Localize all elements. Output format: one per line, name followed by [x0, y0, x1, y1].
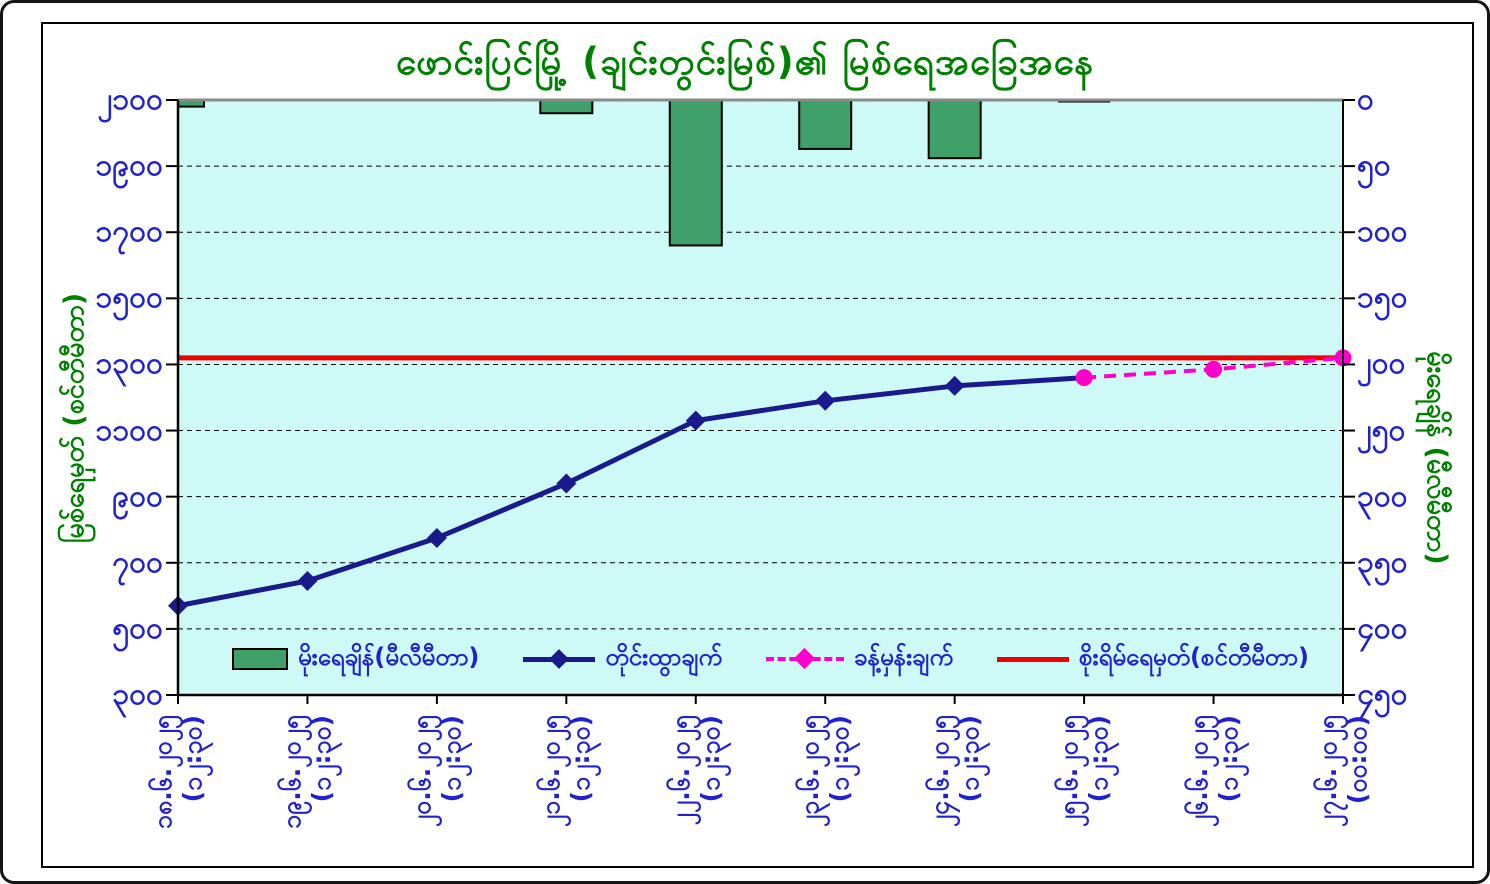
chart-title: ဖောင်းပြင်မြို့ (ချင်းတွင်းမြစ်)၏ မြစ်ရေ…	[396, 40, 1094, 83]
legend-label-rainfall: မိုးရေချိန်(မီလီမီတာ)	[297, 643, 480, 671]
right-axis-tick-label: ၅၀	[1357, 148, 1391, 184]
legend-item-danger-level: စိုးရိမ်ရေမှတ်(စင်တီမီတာ)	[996, 641, 1310, 677]
x-axis-label: ၂၄.၆.၂၀၂၅ (၁၂:၃၀)	[925, 715, 985, 865]
left-axis-tick-label: ၁၃၀၀	[95, 346, 164, 382]
x-axis-label-time: (၁၂:၃၀)	[307, 715, 337, 803]
rainfall-bar	[798, 100, 853, 150]
rainfall-bar	[539, 100, 594, 115]
right-axis-tick-label: ၂၀၀	[1357, 346, 1406, 382]
x-axis-label-date: ၂၃.၆.၂၀၂၅	[795, 715, 825, 828]
measured-marker	[944, 375, 965, 396]
forecast-marker	[1205, 360, 1223, 378]
left-axis-tick-label: ၁၉၀၀	[95, 148, 164, 184]
x-axis-label-date: ၂၄.၆.၂၀၂၅	[924, 715, 954, 828]
left-axis-tick-label: ၅၀၀	[112, 610, 163, 646]
x-axis-label-date: ၂၁.၆.၂၀၂၅	[536, 715, 566, 828]
legend: မိုးရေချိန်(မီလီမီတာ) တိုင်းထွာချက် ခန့်…	[203, 637, 1338, 681]
x-axis-label: ၂၆.၆.၂၀၂၅ (၁၂:၃၀)	[1184, 715, 1244, 865]
right-axis-title: မိုးရေချိန် (မီလီမီတာ)	[1421, 351, 1452, 565]
legend-label-forecast: ခန့်မှန်းချက်	[854, 643, 953, 671]
measured-line-swatch	[523, 648, 596, 669]
x-axis-label-date: ၂၅.၆.၂၀၂၅	[1054, 715, 1084, 828]
diamond-marker-icon	[549, 648, 570, 669]
measured-marker	[426, 527, 447, 548]
right-axis-tick-label: ၁၀၀	[1357, 214, 1408, 250]
x-axis-label: ၂၀.၆.၂၀၂၅ (၁၂:၃၀)	[407, 715, 467, 865]
right-axis-tick-label: ၂၅၀	[1357, 412, 1406, 448]
x-axis-label-time: (၀၀:၀၀)	[1343, 715, 1372, 805]
x-axis-label-time: (၁၂:၃၀)	[1213, 715, 1243, 803]
right-axis-tick-label: ၀	[1357, 82, 1374, 117]
legend-label-measured: တိုင်းထွာချက်	[605, 643, 723, 671]
x-axis-label-date: ၂၂.၆.၂၀၂၅	[665, 715, 695, 826]
x-axis-label-date: ၁၉.၆.၂၀၂၅	[277, 715, 307, 829]
measured-line	[177, 375, 1085, 609]
x-axis-label-date: ၂၆.၆.၂၀၂၅	[1183, 715, 1213, 828]
left-axis-tick-label: ၁၁၀၀	[95, 412, 164, 448]
diamond-marker-icon	[793, 647, 816, 670]
forecast-marker	[1075, 369, 1093, 387]
forecast-dash-swatch	[766, 647, 845, 670]
x-axis-label-date: ၂၀.၆.၂၀၂၅	[406, 715, 436, 828]
x-axis-label-time: (၁၂:၃၀)	[825, 715, 855, 803]
legend-item-measured: တိုင်းထွာချက်	[523, 641, 722, 677]
x-axis-label: ၂၃.၆.၂၀၂၅ (၁၂:၃၀)	[795, 715, 855, 865]
left-axis-title: မြစ်ရေမှတ် (စင်တီမီတာ)	[59, 292, 90, 544]
plot-area	[166, 98, 1355, 704]
legend-item-rainfall: မိုးရေချိန်(မီလီမီတာ)	[231, 641, 480, 677]
chart-outer-border	[41, 22, 1474, 868]
x-axis-label-time: (၁၂:၃၀)	[1084, 715, 1114, 803]
rainfall-bar	[927, 100, 982, 160]
plot-background	[178, 100, 1343, 695]
measured-marker	[815, 390, 836, 411]
measured-marker	[685, 410, 706, 431]
x-axis-label-time: (၁၂:၃၀)	[695, 715, 725, 803]
legend-item-forecast: ခန့်မှန်းချက်	[766, 641, 953, 677]
right-axis-tick-label: ၃၀၀	[1357, 478, 1408, 514]
x-axis-label: ၁၉.၆.၂၀၂၅ (၁၂:၃၀)	[277, 715, 337, 865]
x-axis-label-date: ၂၇.၆.၂၀၂၅	[1313, 715, 1342, 828]
x-axis-label: ၁၈.၆.၂၀၂၅ (၁၂:၃၀)	[148, 715, 208, 865]
right-axis-tick-label: ၄၅၀	[1357, 677, 1408, 712]
x-axis-label: ၂၅.၆.၂၀၂၅ (၁၂:၃၀)	[1054, 715, 1114, 865]
measured-marker	[556, 473, 577, 494]
rainfall-bar	[178, 100, 205, 108]
x-axis-label-time: (၁၂:၃၀)	[178, 715, 207, 803]
measured-marker	[297, 570, 318, 591]
x-axis-label: ၂၂.၆.၂၀၂၅ (၁၂:၃၀)	[666, 715, 726, 865]
left-axis-tick-label: ၁၅၀၀	[95, 280, 164, 316]
x-axis-label-time: (၁၂:၃၀)	[566, 715, 596, 803]
x-axis-label-time: (၁၂:၃၀)	[436, 715, 466, 803]
x-axis-label-time: (၁၂:၃၀)	[954, 715, 984, 803]
rainfall-bar	[668, 100, 723, 247]
left-axis-tick-label: ၂၁၀၀	[97, 82, 163, 117]
left-axis-tick-label: ၉၀၀	[112, 478, 163, 514]
left-axis-tick-label: ၁၇၀၀	[95, 214, 164, 250]
right-axis-tick-label: ၃၅၀	[1357, 544, 1408, 580]
danger-line-swatch	[996, 656, 1069, 662]
x-axis-label: ၂၇.၆.၂၀၂၅ (၀၀:၀၀)	[1313, 715, 1373, 865]
left-axis-tick-label: ၇၀၀	[112, 544, 163, 580]
rainfall-bar-swatch	[231, 648, 288, 670]
right-axis-tick-label: ၁၅၀	[1357, 280, 1408, 316]
x-axis-label-date: ၁၈.၆.၂၀၂၅	[148, 715, 177, 830]
left-axis-tick-label: ၃၀၀	[112, 677, 163, 712]
x-axis-label: ၂၁.၆.၂၀၂၅ (၁၂:၃၀)	[536, 715, 596, 865]
legend-label-danger-level: စိုးရိမ်ရေမှတ်(စင်တီမီတာ)	[1078, 643, 1310, 671]
right-axis-tick-label: ၄၀၀	[1357, 610, 1408, 646]
